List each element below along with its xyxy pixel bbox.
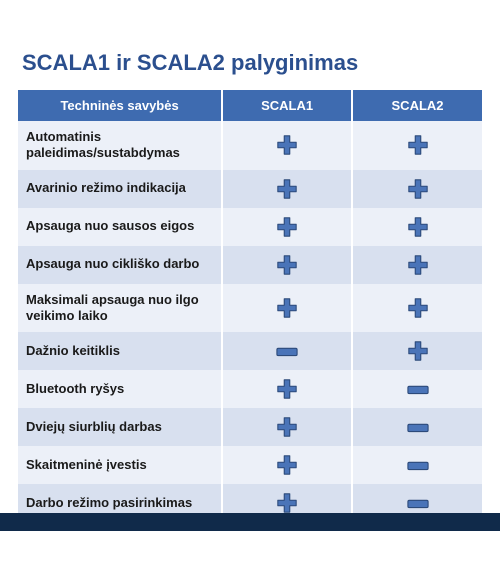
- plus-icon: [407, 178, 429, 200]
- plus-icon: [407, 134, 429, 156]
- header-scala2: SCALA2: [352, 90, 482, 121]
- minus-icon: [407, 385, 429, 395]
- minus-icon: [407, 461, 429, 471]
- page-title: SCALA1 ir SCALA2 palyginimas: [18, 50, 482, 76]
- scala2-cell: [352, 121, 482, 170]
- scala2-cell: [352, 246, 482, 284]
- table-row: Dviejų siurblių darbas: [18, 408, 482, 446]
- footer-bar: [0, 513, 500, 531]
- scala2-cell: [352, 332, 482, 370]
- scala1-cell: [222, 121, 352, 170]
- table-row: Avarinio režimo indikacija: [18, 170, 482, 208]
- plus-icon: [276, 454, 298, 476]
- plus-icon: [407, 297, 429, 319]
- header-scala1: SCALA1: [222, 90, 352, 121]
- table-row: Apsauga nuo sausos eigos: [18, 208, 482, 246]
- plus-icon: [276, 297, 298, 319]
- table-header-row: Techninės savybės SCALA1 SCALA2: [18, 90, 482, 121]
- scala1-cell: [222, 408, 352, 446]
- minus-icon: [407, 499, 429, 509]
- feature-label: Maksimali apsauga nuo ilgo veikimo laiko: [18, 284, 222, 333]
- plus-icon: [407, 340, 429, 362]
- header-features: Techninės savybės: [18, 90, 222, 121]
- scala1-cell: [222, 332, 352, 370]
- feature-label: Bluetooth ryšys: [18, 370, 222, 408]
- plus-icon: [276, 416, 298, 438]
- scala1-cell: [222, 170, 352, 208]
- table-row: Bluetooth ryšys: [18, 370, 482, 408]
- feature-label: Dviejų siurblių darbas: [18, 408, 222, 446]
- scala2-cell: [352, 408, 482, 446]
- scala2-cell: [352, 170, 482, 208]
- minus-icon: [276, 347, 298, 357]
- table-row: Automatinis paleidimas/sustabdymas: [18, 121, 482, 170]
- scala1-cell: [222, 446, 352, 484]
- scala1-cell: [222, 284, 352, 333]
- plus-icon: [276, 134, 298, 156]
- table-row: Maksimali apsauga nuo ilgo veikimo laiko: [18, 284, 482, 333]
- plus-icon: [407, 216, 429, 238]
- feature-label: Apsauga nuo sausos eigos: [18, 208, 222, 246]
- comparison-document: SCALA1 ir SCALA2 palyginimas Techninės s…: [0, 0, 500, 522]
- feature-label: Automatinis paleidimas/sustabdymas: [18, 121, 222, 170]
- table-row: Dažnio keitiklis: [18, 332, 482, 370]
- scala2-cell: [352, 208, 482, 246]
- plus-icon: [276, 378, 298, 400]
- scala2-cell: [352, 446, 482, 484]
- feature-label: Apsauga nuo cikliško darbo: [18, 246, 222, 284]
- plus-icon: [276, 254, 298, 276]
- feature-label: Dažnio keitiklis: [18, 332, 222, 370]
- minus-icon: [407, 423, 429, 433]
- plus-icon: [276, 216, 298, 238]
- comparison-table: Techninės savybės SCALA1 SCALA2 Automati…: [18, 90, 482, 522]
- plus-icon: [276, 492, 298, 514]
- plus-icon: [276, 178, 298, 200]
- table-row: Skaitmeninė įvestis: [18, 446, 482, 484]
- scala2-cell: [352, 370, 482, 408]
- scala2-cell: [352, 284, 482, 333]
- scala1-cell: [222, 370, 352, 408]
- feature-label: Skaitmeninė įvestis: [18, 446, 222, 484]
- table-row: Apsauga nuo cikliško darbo: [18, 246, 482, 284]
- scala1-cell: [222, 208, 352, 246]
- scala1-cell: [222, 246, 352, 284]
- feature-label: Avarinio režimo indikacija: [18, 170, 222, 208]
- plus-icon: [407, 254, 429, 276]
- table-body: Automatinis paleidimas/sustabdymas Avari…: [18, 121, 482, 522]
